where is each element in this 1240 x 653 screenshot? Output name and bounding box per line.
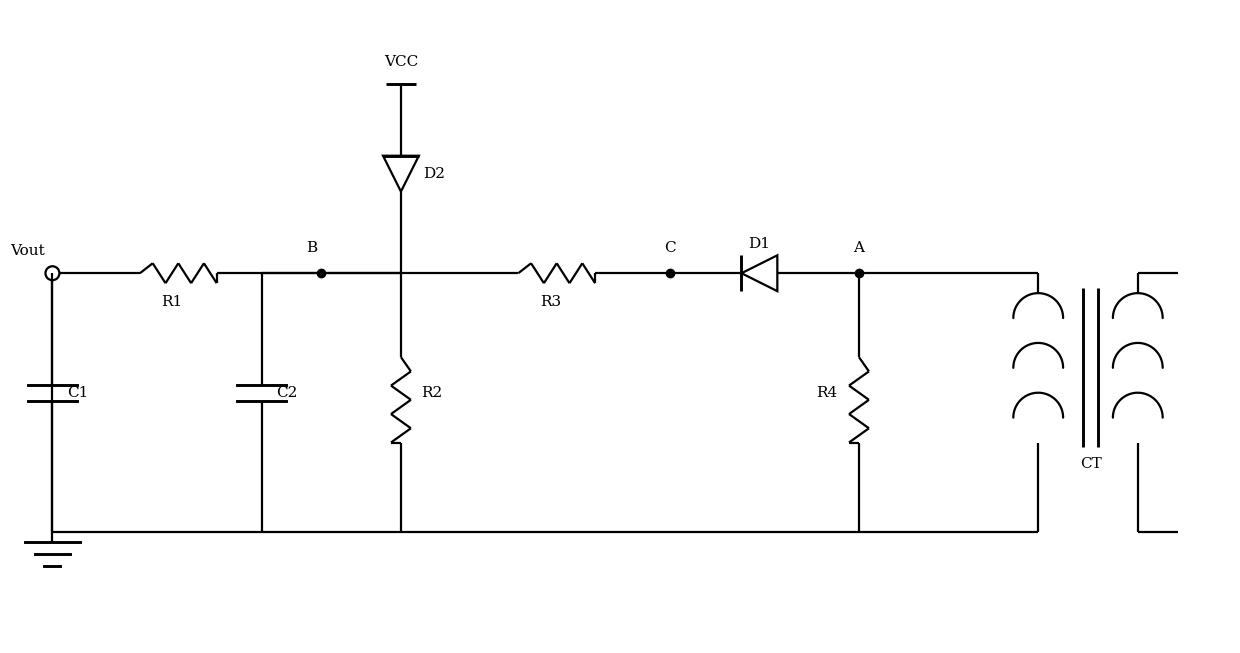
Text: C2: C2: [277, 386, 298, 400]
Text: VCC: VCC: [384, 55, 418, 69]
Text: C: C: [663, 242, 676, 255]
Text: R2: R2: [420, 386, 443, 400]
Text: CT: CT: [1080, 458, 1102, 471]
Text: R4: R4: [816, 386, 837, 400]
Text: B: B: [306, 242, 317, 255]
Text: Vout: Vout: [10, 244, 45, 259]
Text: R1: R1: [161, 295, 182, 309]
Text: A: A: [853, 242, 864, 255]
Text: D2: D2: [423, 167, 445, 181]
Text: R3: R3: [539, 295, 560, 309]
Text: D1: D1: [749, 237, 770, 251]
Text: C1: C1: [67, 386, 89, 400]
